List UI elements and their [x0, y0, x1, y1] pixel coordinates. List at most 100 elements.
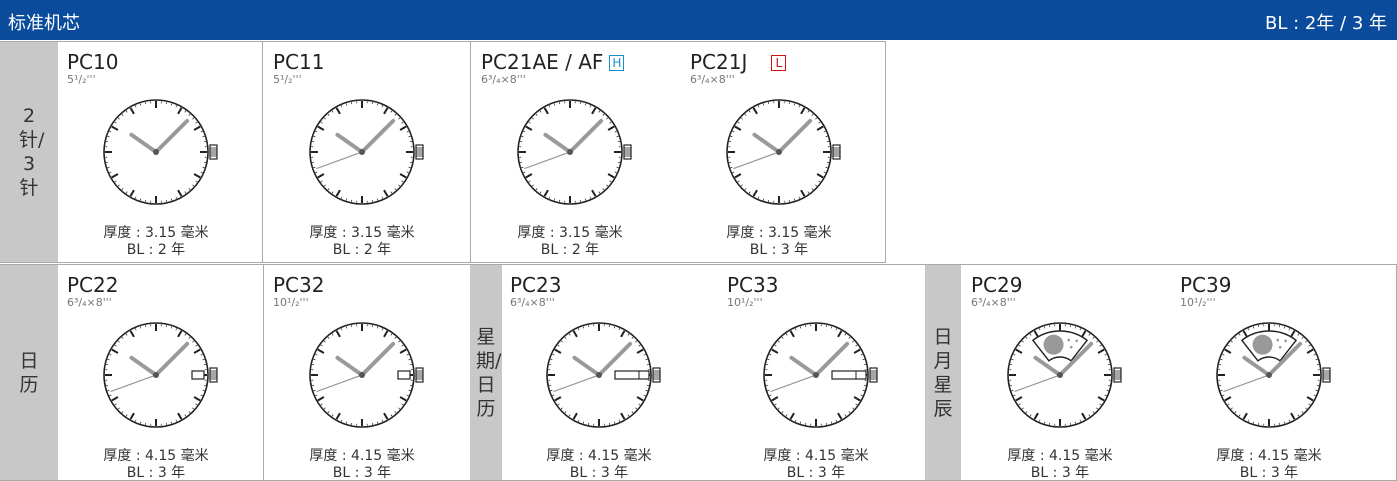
dial-tick: [635, 340, 638, 343]
dial-tick: [1074, 421, 1077, 424]
dial-tick: [1308, 344, 1311, 347]
dial-tick: [381, 196, 384, 199]
dial-tick: [315, 130, 318, 133]
dial-tick: [381, 328, 384, 331]
dial-tick: [1011, 358, 1014, 361]
divider: [470, 41, 471, 263]
dial-tick: [1283, 421, 1286, 424]
dial-tick: [737, 180, 740, 183]
movement-cell: PC11 5¹/₂''' 厚度 : 3.15 毫米 BL : 2 年: [273, 42, 473, 258]
dial-tick: [315, 171, 318, 174]
dial-tick: [125, 110, 128, 113]
movement-size: 6³/₄×8''': [690, 73, 735, 86]
hour-hand: [789, 355, 818, 377]
dial-tick: [381, 105, 384, 108]
thickness: 厚度 : 3.15 毫米: [517, 225, 623, 241]
model-name: PC39: [1180, 273, 1231, 297]
dial-tick: [331, 110, 334, 113]
dial-tick: [313, 358, 316, 361]
model-name: PC22: [67, 273, 118, 297]
second-hand: [1014, 374, 1061, 393]
dial-tick: [383, 189, 389, 197]
dial-tick: [170, 198, 173, 201]
dial-tick: [830, 326, 833, 329]
center-pin: [153, 372, 159, 378]
dial-tick: [313, 389, 316, 392]
dial-tick: [789, 330, 795, 338]
dial-tick: [620, 330, 626, 338]
dial-tick: [862, 358, 865, 361]
movement-cell: PC23 6³/₄×8''' 厚度 : 4.15 毫米 BL : 3 年: [510, 265, 710, 481]
dial-tick: [1104, 353, 1107, 356]
dial-tick: [139, 326, 142, 329]
dial-tick: [781, 336, 784, 339]
dial-tick: [734, 125, 742, 131]
dial-tick: [335, 330, 341, 338]
dial-tick: [376, 198, 379, 201]
dial-tick: [345, 198, 348, 201]
dial-tick: [521, 135, 524, 138]
watch-dial: [103, 99, 218, 205]
dial-tick: [188, 336, 191, 339]
dial-tick: [638, 403, 641, 406]
date-window: [191, 370, 205, 380]
dial-tick: [107, 166, 110, 169]
hour-hand: [543, 132, 572, 154]
dial-tick: [523, 171, 526, 174]
dial-tick: [781, 411, 784, 414]
dial-tick: [560, 407, 563, 410]
dial-tick: [193, 396, 201, 402]
dial-tick: [1038, 419, 1041, 422]
dial-tick: [1018, 403, 1021, 406]
day-date-window: [614, 370, 650, 380]
dial-tick: [1315, 358, 1318, 361]
movement-cell: PC29 6³/₄×8''' 厚度 : 4.15 毫米 BL : 3 年: [971, 265, 1171, 481]
dial-tick: [618, 419, 621, 422]
dial-tick: [552, 353, 555, 356]
dial-tick: [844, 414, 847, 417]
movement-size: 6³/₄×8''': [67, 296, 112, 309]
dial-tick: [193, 173, 201, 179]
watch-dial: [1216, 322, 1331, 428]
dial-tick: [740, 184, 743, 187]
dial-tick: [800, 107, 806, 115]
dial-tick: [175, 328, 178, 331]
dial-tick: [340, 328, 343, 331]
dial-tick: [177, 107, 183, 115]
dial-tick: [598, 110, 601, 113]
dial-tick: [175, 419, 178, 422]
dial-tick: [125, 191, 128, 194]
dial-tick: [390, 333, 393, 336]
dial-tick: [1222, 353, 1225, 356]
dial-tick: [139, 103, 142, 106]
dial-tick: [398, 184, 401, 187]
minute-hand: [154, 341, 190, 377]
dial-tick: [139, 421, 142, 424]
thickness: 厚度 : 4.15 毫米: [1007, 448, 1113, 464]
dial-tick: [752, 189, 758, 197]
dial-tick: [636, 348, 644, 354]
star: [1278, 345, 1282, 349]
dial-tick: [121, 113, 124, 116]
dial-tick: [129, 330, 135, 338]
dial-tick: [129, 189, 135, 197]
dial-tick: [771, 348, 779, 354]
dial-tick: [811, 188, 814, 191]
dial-tick: [550, 358, 553, 361]
minute-hand: [814, 341, 850, 377]
movement-cell: PC22 6³/₄×8''' 厚度 : 4.15 毫米 BL : 3 年: [67, 265, 267, 481]
star: [1075, 339, 1078, 343]
dial-tick: [607, 125, 615, 131]
dial-tick: [192, 117, 195, 120]
dial-tick: [117, 184, 120, 187]
dial-tick: [1029, 414, 1032, 417]
dial-tick: [543, 107, 549, 115]
dial-tick: [1313, 394, 1316, 397]
center-pin: [813, 372, 819, 378]
dial-tick: [192, 184, 195, 187]
dial-tick: [111, 348, 119, 354]
model-text: PC39: [1180, 273, 1232, 297]
dial-tick: [177, 330, 183, 338]
model-text: PC32: [273, 273, 325, 297]
dial-tick: [774, 403, 777, 406]
